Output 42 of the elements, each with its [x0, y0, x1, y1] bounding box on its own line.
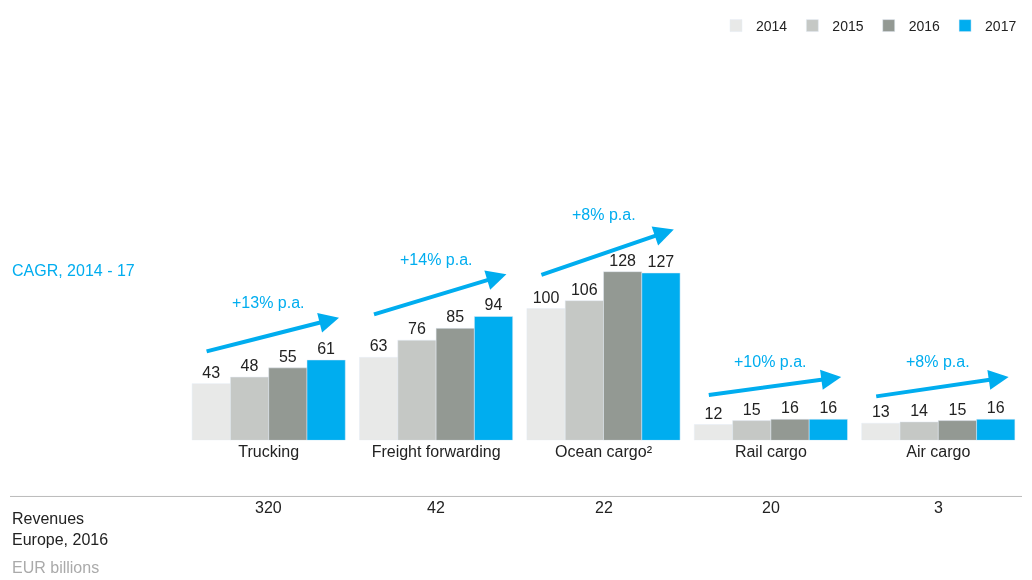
text: +8% p.a.	[572, 206, 636, 223]
annotation: +10% p.a.	[734, 353, 807, 370]
x-tick-label: Trucking	[238, 443, 300, 461]
data-label: 94	[484, 296, 503, 314]
data-label: 15	[948, 400, 967, 418]
data-label: 48	[240, 357, 259, 375]
text: +14% p.a.	[400, 251, 473, 268]
data-label: 13	[871, 403, 890, 421]
x-tick-label: Air cargo	[906, 443, 971, 461]
data-label: 16	[819, 399, 838, 417]
x-tick-label: Freight forwarding	[371, 443, 501, 461]
text: Revenues Europe, 2016	[12, 510, 109, 548]
data-label: 61	[317, 339, 336, 357]
text: CAGR, 2014 - 17	[12, 262, 135, 279]
data-label: 14	[910, 401, 929, 419]
text: 22	[595, 499, 613, 516]
data-label: 127	[647, 252, 675, 270]
data-label: 100	[532, 288, 560, 306]
data-label: 43	[202, 363, 221, 381]
x-tick-label: Rail cargo	[734, 443, 808, 461]
data-label: 16	[986, 399, 1005, 417]
text: 320	[255, 499, 282, 516]
text: 20	[762, 499, 780, 516]
data-label: 76	[408, 320, 426, 338]
annotation: +13% p.a.	[232, 294, 305, 311]
text: 42	[427, 499, 445, 516]
text: 3	[934, 499, 943, 516]
data-label: 85	[446, 308, 465, 326]
x-tick-label: Ocean cargo²	[555, 443, 653, 461]
data-label: 128	[609, 251, 637, 269]
legend-label: 2015	[832, 18, 864, 35]
annotation: +8% p.a.	[906, 353, 970, 370]
legend-label: 2014	[756, 18, 788, 35]
text: EUR billions	[12, 559, 100, 576]
data-label: 12	[704, 404, 723, 422]
data-label: 106	[570, 280, 598, 298]
data-label: 16	[781, 399, 799, 417]
legend-label: 2017	[985, 18, 1017, 35]
data-label: 63	[369, 337, 388, 355]
data-label: 55	[278, 347, 297, 365]
legend-label: 2016	[908, 18, 941, 35]
data-label: 15	[742, 400, 761, 418]
